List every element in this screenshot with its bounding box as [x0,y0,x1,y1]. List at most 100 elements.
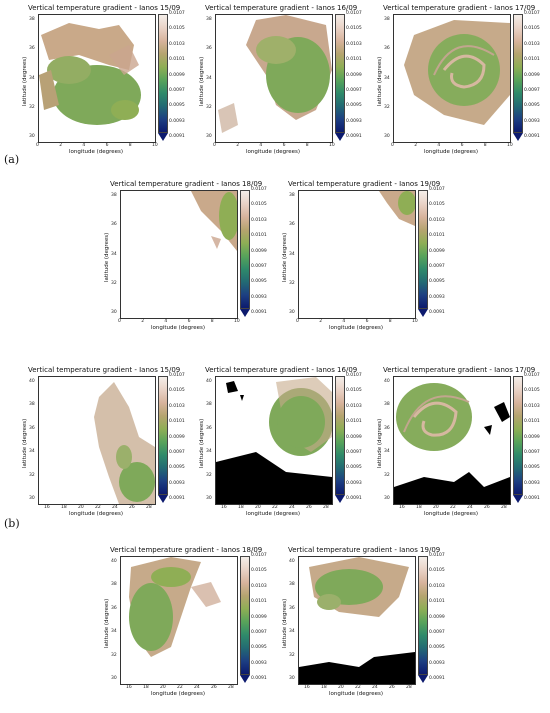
y-tick-label: 36 [384,425,390,431]
colorbar-tick-label: 0.0099 [346,72,362,78]
colorbar-tick-label: 0.0099 [251,614,267,620]
colorbar-tick-label: 0.0095 [251,645,267,651]
colorbar-tick-label: 0.0093 [251,294,267,300]
colorbar-tick-label: 0.0101 [169,57,185,63]
colorbar-extend-arrow [158,495,168,503]
colorbar [240,190,250,309]
x-tick-label: 2 [236,143,240,148]
colorbar-tick-label: 0.0107 [429,553,445,558]
y-tick-label: 34 [206,75,212,81]
x-axis-label: longitude (degrees) [150,325,206,331]
colorbar-tick-label: 0.0107 [169,11,185,16]
x-axis-label: longitude (degrees) [68,511,124,517]
y-tick-label: 38 [384,17,390,22]
colorbar-tick-label: 0.0091 [169,496,185,501]
field-patch [484,425,492,435]
x-tick-label: 22 [450,505,456,510]
y-tick-label: 38 [29,402,35,408]
y-tick-label: 32 [206,472,212,478]
gradient-field [191,191,237,251]
colorbar-tick-label: 0.0107 [346,11,362,16]
y-tick-label: 34 [289,251,295,257]
x-tick-label: 28 [501,505,507,510]
y-axis-label: latitude (degrees) [282,598,288,648]
y-tick-label: 36 [206,425,212,431]
field-patch [256,36,296,64]
field-patch [394,472,510,504]
y-tick-label: 32 [289,280,295,286]
colorbar-tick-label: 0.0105 [524,26,540,32]
y-tick-label: 32 [384,472,390,478]
y-tick-label: 34 [111,629,117,635]
colorbar-tick-label: 0.0105 [346,26,362,32]
colorbar-tick-label: 0.0101 [169,419,185,425]
colorbar-tick-label: 0.0099 [429,248,445,254]
colorbar-tick-label: 0.0091 [251,676,267,681]
field-patch [219,192,237,240]
y-tick-label: 30 [384,134,390,139]
x-tick-label: 10 [507,143,513,148]
colorbar-tick-label: 0.0101 [429,233,445,239]
x-tick-label: 24 [372,685,378,690]
colorbar-tick-label: 0.0095 [169,465,185,471]
y-tick-label: 30 [384,496,390,501]
colorbar-tick-label: 0.0103 [429,583,445,589]
map-area [215,14,333,143]
x-tick-label: 22 [177,685,183,690]
cyclone-band [433,45,495,76]
x-tick-label: 24 [289,505,295,510]
panel-title: Vertical temperature gradient - Ianos 15… [28,4,181,12]
x-tick-label: 0 [36,143,39,148]
colorbar-tick-label: 0.0099 [251,248,267,254]
gradient-field [379,191,415,226]
group-label-a: (a) [4,153,20,166]
y-tick-label: 36 [289,222,295,228]
x-tick-label: 2 [59,143,63,148]
colorbar-extend-arrow [240,675,250,683]
colorbar-tick-label: 0.0097 [346,87,362,93]
colorbar-tick-label: 0.0099 [429,614,445,620]
y-tick-label: 32 [289,652,295,658]
colorbar-tick-label: 0.0091 [429,310,445,315]
x-tick-label: 10 [234,319,240,324]
y-tick-label: 40 [384,379,390,384]
colorbar-tick-label: 0.0107 [429,187,445,192]
colorbar-tick-label: 0.0107 [524,373,540,378]
colorbar-tick-label: 0.0091 [429,676,445,681]
colorbar-extend-arrow [158,133,168,141]
y-tick-label: 30 [111,310,117,315]
colorbar-tick-label: 0.0095 [346,465,362,471]
x-tick-label: 4 [82,143,86,148]
colorbar-tick-label: 0.0095 [429,279,445,285]
colorbar-tick-label: 0.0101 [346,419,362,425]
y-axis-label: latitude (degrees) [22,418,28,468]
x-tick-label: 2 [414,143,418,148]
map-panel: Vertical temperature gradient - Ianos 19… [282,546,464,713]
x-tick-label: 8 [128,143,132,148]
colorbar-tick-label: 0.0095 [251,279,267,285]
x-tick-label: 4 [259,143,263,148]
colorbar-tick-label: 0.0091 [346,134,362,139]
colorbar-tick-label: 0.0099 [169,434,185,440]
map-panel: Vertical temperature gradient - Ianos 18… [104,180,286,347]
map-area [215,376,333,505]
x-tick-label: 10 [152,143,158,148]
panel-title: Vertical temperature gradient - Ianos 15… [28,366,181,374]
colorbar-tick-label: 0.0101 [251,599,267,605]
field-patch [226,381,238,393]
colorbar-tick-label: 0.0103 [429,217,445,223]
field-patch [494,402,510,422]
map-area [120,190,238,319]
colorbar-tick-label: 0.0103 [169,41,185,47]
y-axis-label: latitude (degrees) [199,56,205,106]
x-tick-label: 0 [213,143,216,148]
map-panel: Vertical temperature gradient - Ianos 16… [199,4,381,171]
colorbar-tick-label: 0.0097 [346,449,362,455]
x-tick-label: 4 [342,319,346,324]
colorbar-tick-label: 0.0097 [524,449,540,455]
x-tick-label: 26 [129,505,135,510]
x-axis-label: longitude (degrees) [423,511,479,517]
y-tick-label: 34 [384,449,390,455]
y-tick-label: 34 [289,629,295,635]
colorbar-tick-label: 0.0097 [251,629,267,635]
